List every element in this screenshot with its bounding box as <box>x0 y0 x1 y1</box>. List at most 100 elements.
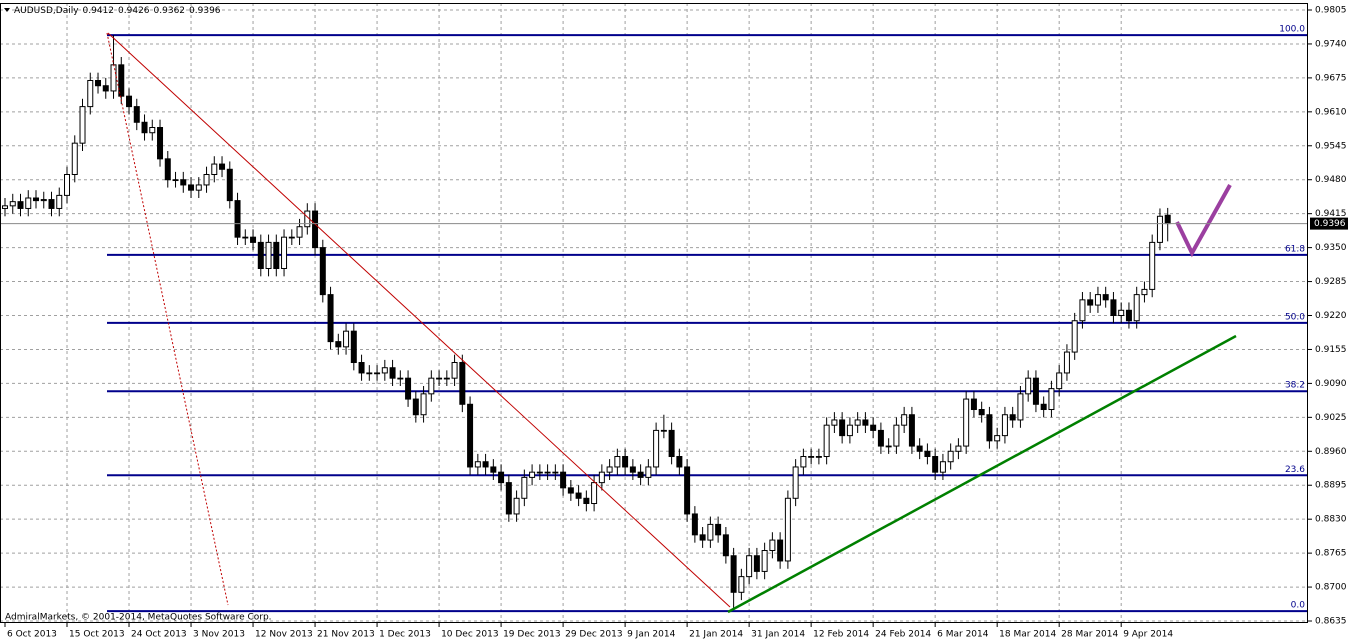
candle-body <box>366 372 373 375</box>
candle-body <box>459 362 466 405</box>
candle-body <box>219 163 226 170</box>
y-tick-label: 0.8765 <box>1315 549 1347 559</box>
candle-body <box>141 121 148 134</box>
candle-body <box>668 429 675 458</box>
candle-body <box>970 398 977 411</box>
candle-body <box>188 184 195 191</box>
candle-body <box>412 398 419 416</box>
candle-body <box>777 539 784 562</box>
candle-body <box>87 80 94 108</box>
candle-body <box>947 450 954 463</box>
x-tick-label: 21 Jan 2014 <box>689 630 743 640</box>
candle-body <box>71 142 78 176</box>
candle-body <box>1118 309 1125 317</box>
candle-body <box>118 64 125 97</box>
candle-body <box>1009 414 1016 421</box>
candle-body <box>598 471 605 484</box>
y-tick-label: 0.9155 <box>1315 345 1347 355</box>
fib-label: 50.0 <box>1285 312 1305 322</box>
candle-body <box>172 179 179 182</box>
candle-body <box>319 247 326 296</box>
candle-body <box>1164 214 1171 225</box>
y-tick-label: 0.9025 <box>1315 413 1347 423</box>
candle-body <box>908 414 915 447</box>
candle-body <box>397 377 404 380</box>
candle-body <box>1079 299 1086 322</box>
drawings <box>106 32 1237 614</box>
candle-body <box>234 200 241 238</box>
candle-body <box>622 456 629 468</box>
symbol: AUDUSD,Daily <box>14 6 79 16</box>
candle-body <box>350 330 357 364</box>
candle-body <box>56 194 63 209</box>
candle-body <box>490 466 497 473</box>
candle-body <box>901 414 908 426</box>
high: 0.9426 <box>118 6 150 16</box>
x-tick-label: 6 Mar 2014 <box>937 630 989 640</box>
candle-body <box>1063 351 1070 374</box>
y-tick-label: 0.9480 <box>1315 175 1347 185</box>
candle-body <box>567 487 574 494</box>
candle-body <box>482 461 489 468</box>
candle-body <box>815 456 822 458</box>
fib-label: 38.2 <box>1285 381 1305 391</box>
candle-body <box>645 466 652 478</box>
x-tick-label: 29 Dec 2013 <box>565 630 623 640</box>
candle-body <box>312 210 319 249</box>
x-tick-label: 21 Nov 2013 <box>317 630 375 640</box>
y-tick-label: 0.9805 <box>1315 5 1347 15</box>
candle-body <box>730 555 737 593</box>
x-tick-label: 9 Jan 2014 <box>627 630 675 640</box>
candle-body <box>436 377 443 380</box>
candle-body <box>195 184 202 191</box>
candle-body <box>583 497 590 505</box>
candle-body <box>978 409 985 416</box>
candle-body <box>467 403 474 468</box>
fib-label: 23.6 <box>1285 465 1305 475</box>
trend-line <box>107 32 731 608</box>
candle-body <box>1071 320 1078 353</box>
candle-body <box>653 429 660 468</box>
candle-body <box>916 445 923 452</box>
candle-body <box>17 201 24 209</box>
candle-body <box>1156 215 1163 243</box>
candle-body <box>769 539 776 552</box>
candle-body <box>33 197 40 202</box>
candle-body <box>738 576 745 593</box>
candle-body <box>265 241 272 270</box>
candle-body <box>660 429 667 432</box>
candle-body <box>180 179 187 186</box>
candle-body <box>629 466 636 473</box>
candle-body <box>591 482 598 505</box>
open: 0.9412 <box>83 6 115 16</box>
x-tick-label: 19 Dec 2013 <box>503 630 561 640</box>
candle-body <box>9 201 16 207</box>
candle-body <box>1025 377 1032 395</box>
candle-body <box>753 555 760 572</box>
candle-body <box>544 471 551 474</box>
x-tick-label: 10 Dec 2013 <box>441 630 499 640</box>
candle-body <box>1040 403 1047 411</box>
candle-body <box>1032 377 1039 405</box>
candle-body <box>1141 288 1148 296</box>
candle-body <box>474 461 481 468</box>
menu-icon <box>4 8 10 12</box>
support-line <box>727 334 1237 614</box>
check-mark <box>1175 184 1232 258</box>
candle-body <box>405 377 412 400</box>
candle-body <box>203 174 210 186</box>
x-tick-label: 9 Apr 2014 <box>1123 630 1173 640</box>
candle-body <box>327 294 334 343</box>
candle-body <box>955 445 962 452</box>
y-tick-label: 0.9675 <box>1315 73 1347 83</box>
candle-body <box>637 471 644 478</box>
candle-body <box>211 163 218 176</box>
candle-body <box>1 205 8 209</box>
candle-body <box>126 95 133 108</box>
candle-body <box>746 555 753 578</box>
candle-body <box>808 456 815 458</box>
candle-body <box>676 456 683 468</box>
header: AUDUSD,Daily 0.9412 0.9426 0.9362 0.9396 <box>14 6 221 16</box>
candle-body <box>963 398 970 447</box>
